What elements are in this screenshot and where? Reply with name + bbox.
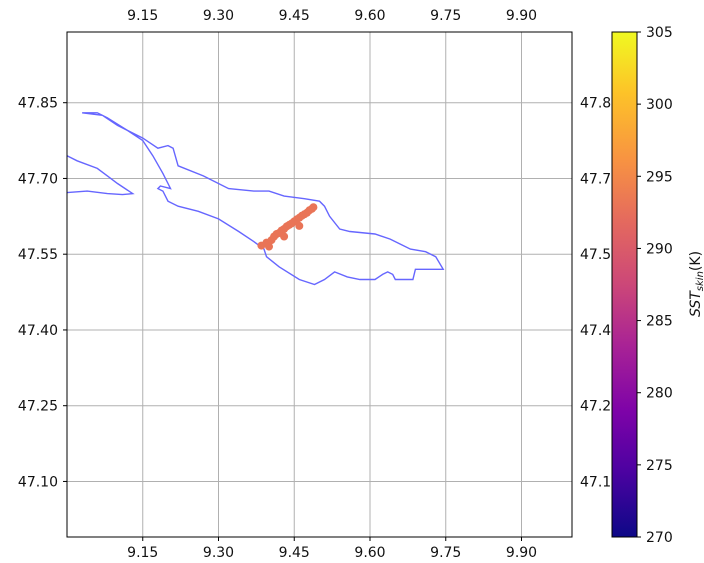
axis-ticks: 9.15 9.15 9.30 9.30 9.45 9.45 9.60 9.60 9.75 9.75… — [18, 8, 611, 561]
x-tick-label: 9.45 — [279, 545, 310, 561]
sst-point — [280, 232, 289, 241]
top-x-tick-label: 9.45 — [279, 8, 310, 24]
top-x-tick-label: 9.15 — [127, 8, 158, 24]
top-x-tick-label: 9.75 — [430, 8, 461, 24]
sst-points — [257, 203, 318, 251]
colorbar-tick-label: 275 — [646, 458, 673, 474]
colorbar-tick-label: 270 — [646, 530, 673, 546]
y-tick-label: 47.10 — [18, 474, 58, 490]
coastline-lake — [82, 112, 445, 286]
top-x-tick-label: 9.30 — [203, 8, 234, 24]
colorbar-tick-label: 280 — [646, 386, 673, 402]
colorbar-tick-label: 300 — [646, 97, 673, 113]
right-y-tick-label: 47.8 — [580, 96, 611, 112]
x-tick-label: 9.75 — [430, 545, 461, 561]
top-x-tick-label: 9.60 — [354, 8, 385, 24]
x-tick-label: 9.30 — [203, 545, 234, 561]
grid-lines — [67, 32, 572, 537]
colorbar-label-sub: skin — [695, 271, 704, 291]
right-y-tick-label: 47.4 — [580, 323, 611, 339]
colorbar-tick-label: 305 — [646, 25, 673, 41]
x-tick-label: 9.15 — [127, 545, 158, 561]
y-tick-label: 47.25 — [18, 399, 58, 415]
plot-frame — [66, 31, 573, 538]
colorbar-label-var: SST — [688, 290, 704, 317]
right-y-tick-label: 47.7 — [580, 171, 611, 187]
colorbar-ticks: 305 300 295 290 285 280 275 270 — [637, 25, 673, 546]
right-y-tick-label: 47.1 — [580, 474, 611, 490]
y-tick-label: 47.70 — [18, 171, 58, 187]
coastline-west — [67, 155, 135, 196]
sst-point — [295, 221, 304, 230]
coastline — [67, 112, 445, 286]
colorbar-tick-label: 290 — [646, 241, 673, 257]
sst-point — [265, 242, 273, 251]
colorbar-tick-label: 285 — [646, 314, 673, 330]
y-tick-label: 47.85 — [18, 96, 58, 112]
colorbar-tick-label: 295 — [646, 169, 673, 185]
right-y-tick-label: 47.2 — [580, 399, 611, 415]
colorbar-label-unit: (K) — [688, 251, 704, 271]
right-y-tick-label: 47.5 — [580, 247, 611, 263]
y-tick-label: 47.55 — [18, 247, 58, 263]
colorbar-label: SSTskin(K) — [688, 251, 704, 317]
top-x-tick-label: 9.90 — [506, 8, 537, 24]
y-tick-label: 47.40 — [18, 323, 58, 339]
x-tick-label: 9.60 — [354, 545, 385, 561]
sst-point — [309, 203, 318, 212]
colorbar — [611, 31, 638, 538]
x-tick-label: 9.90 — [506, 545, 537, 561]
